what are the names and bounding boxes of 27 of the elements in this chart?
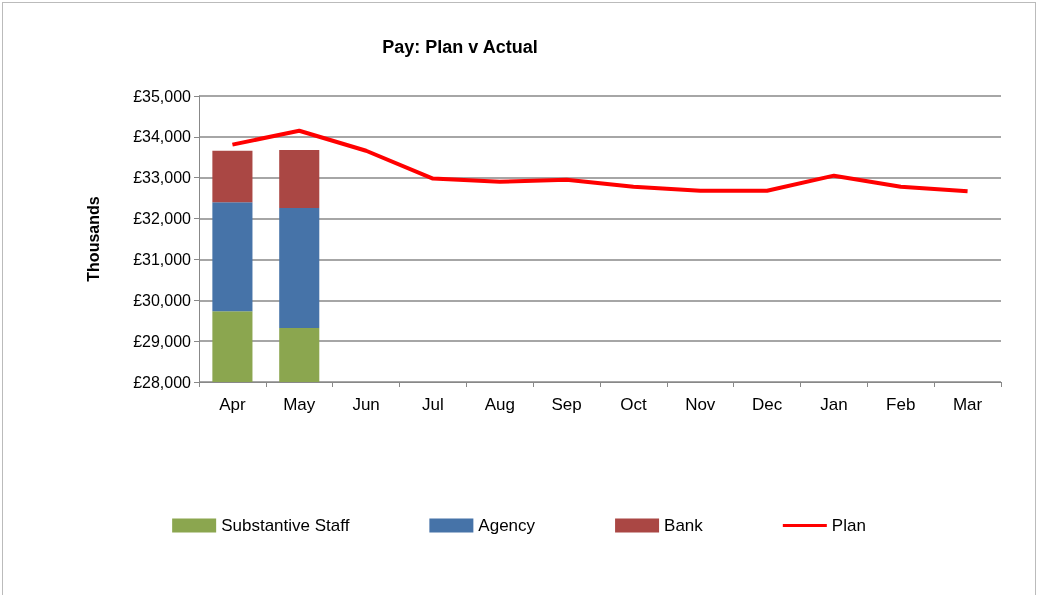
x-tick-label: Oct [620,395,647,414]
y-tick-label: £28,000 [133,373,192,391]
y-tick-label: £33,000 [133,169,192,187]
y-tick-label: £34,000 [133,128,192,146]
x-tick-label: Dec [751,395,783,414]
x-tick-label: May [283,395,316,414]
legend-label: Substantive Staff [221,516,350,535]
y-tick-label: £35,000 [133,87,192,105]
y-tick-label: £31,000 [133,250,192,268]
chart-title: Pay: Plan v Actual [382,37,538,57]
x-tick-label: Jun [352,395,380,414]
legend-label: Bank [664,516,704,535]
x-tick-label: Nov [685,395,716,414]
line-series [230,128,970,194]
x-tick-label: Apr [219,395,246,414]
y-axis-title: Thousands [84,196,102,282]
y-tick-label: £29,000 [133,332,192,350]
x-tick-label: Jul [422,395,444,414]
legend-label: Agency [478,516,536,535]
x-tick-label: Sep [551,395,582,414]
y-tick-label: £32,000 [133,210,192,228]
x-tick-label: Aug [484,395,515,414]
x-tick-label: Feb [886,395,916,414]
x-tick-label: Jan [820,395,848,414]
x-tick-label: Mar [952,395,983,414]
legend-label: Plan [831,516,866,535]
y-tick-label: £30,000 [133,291,192,309]
